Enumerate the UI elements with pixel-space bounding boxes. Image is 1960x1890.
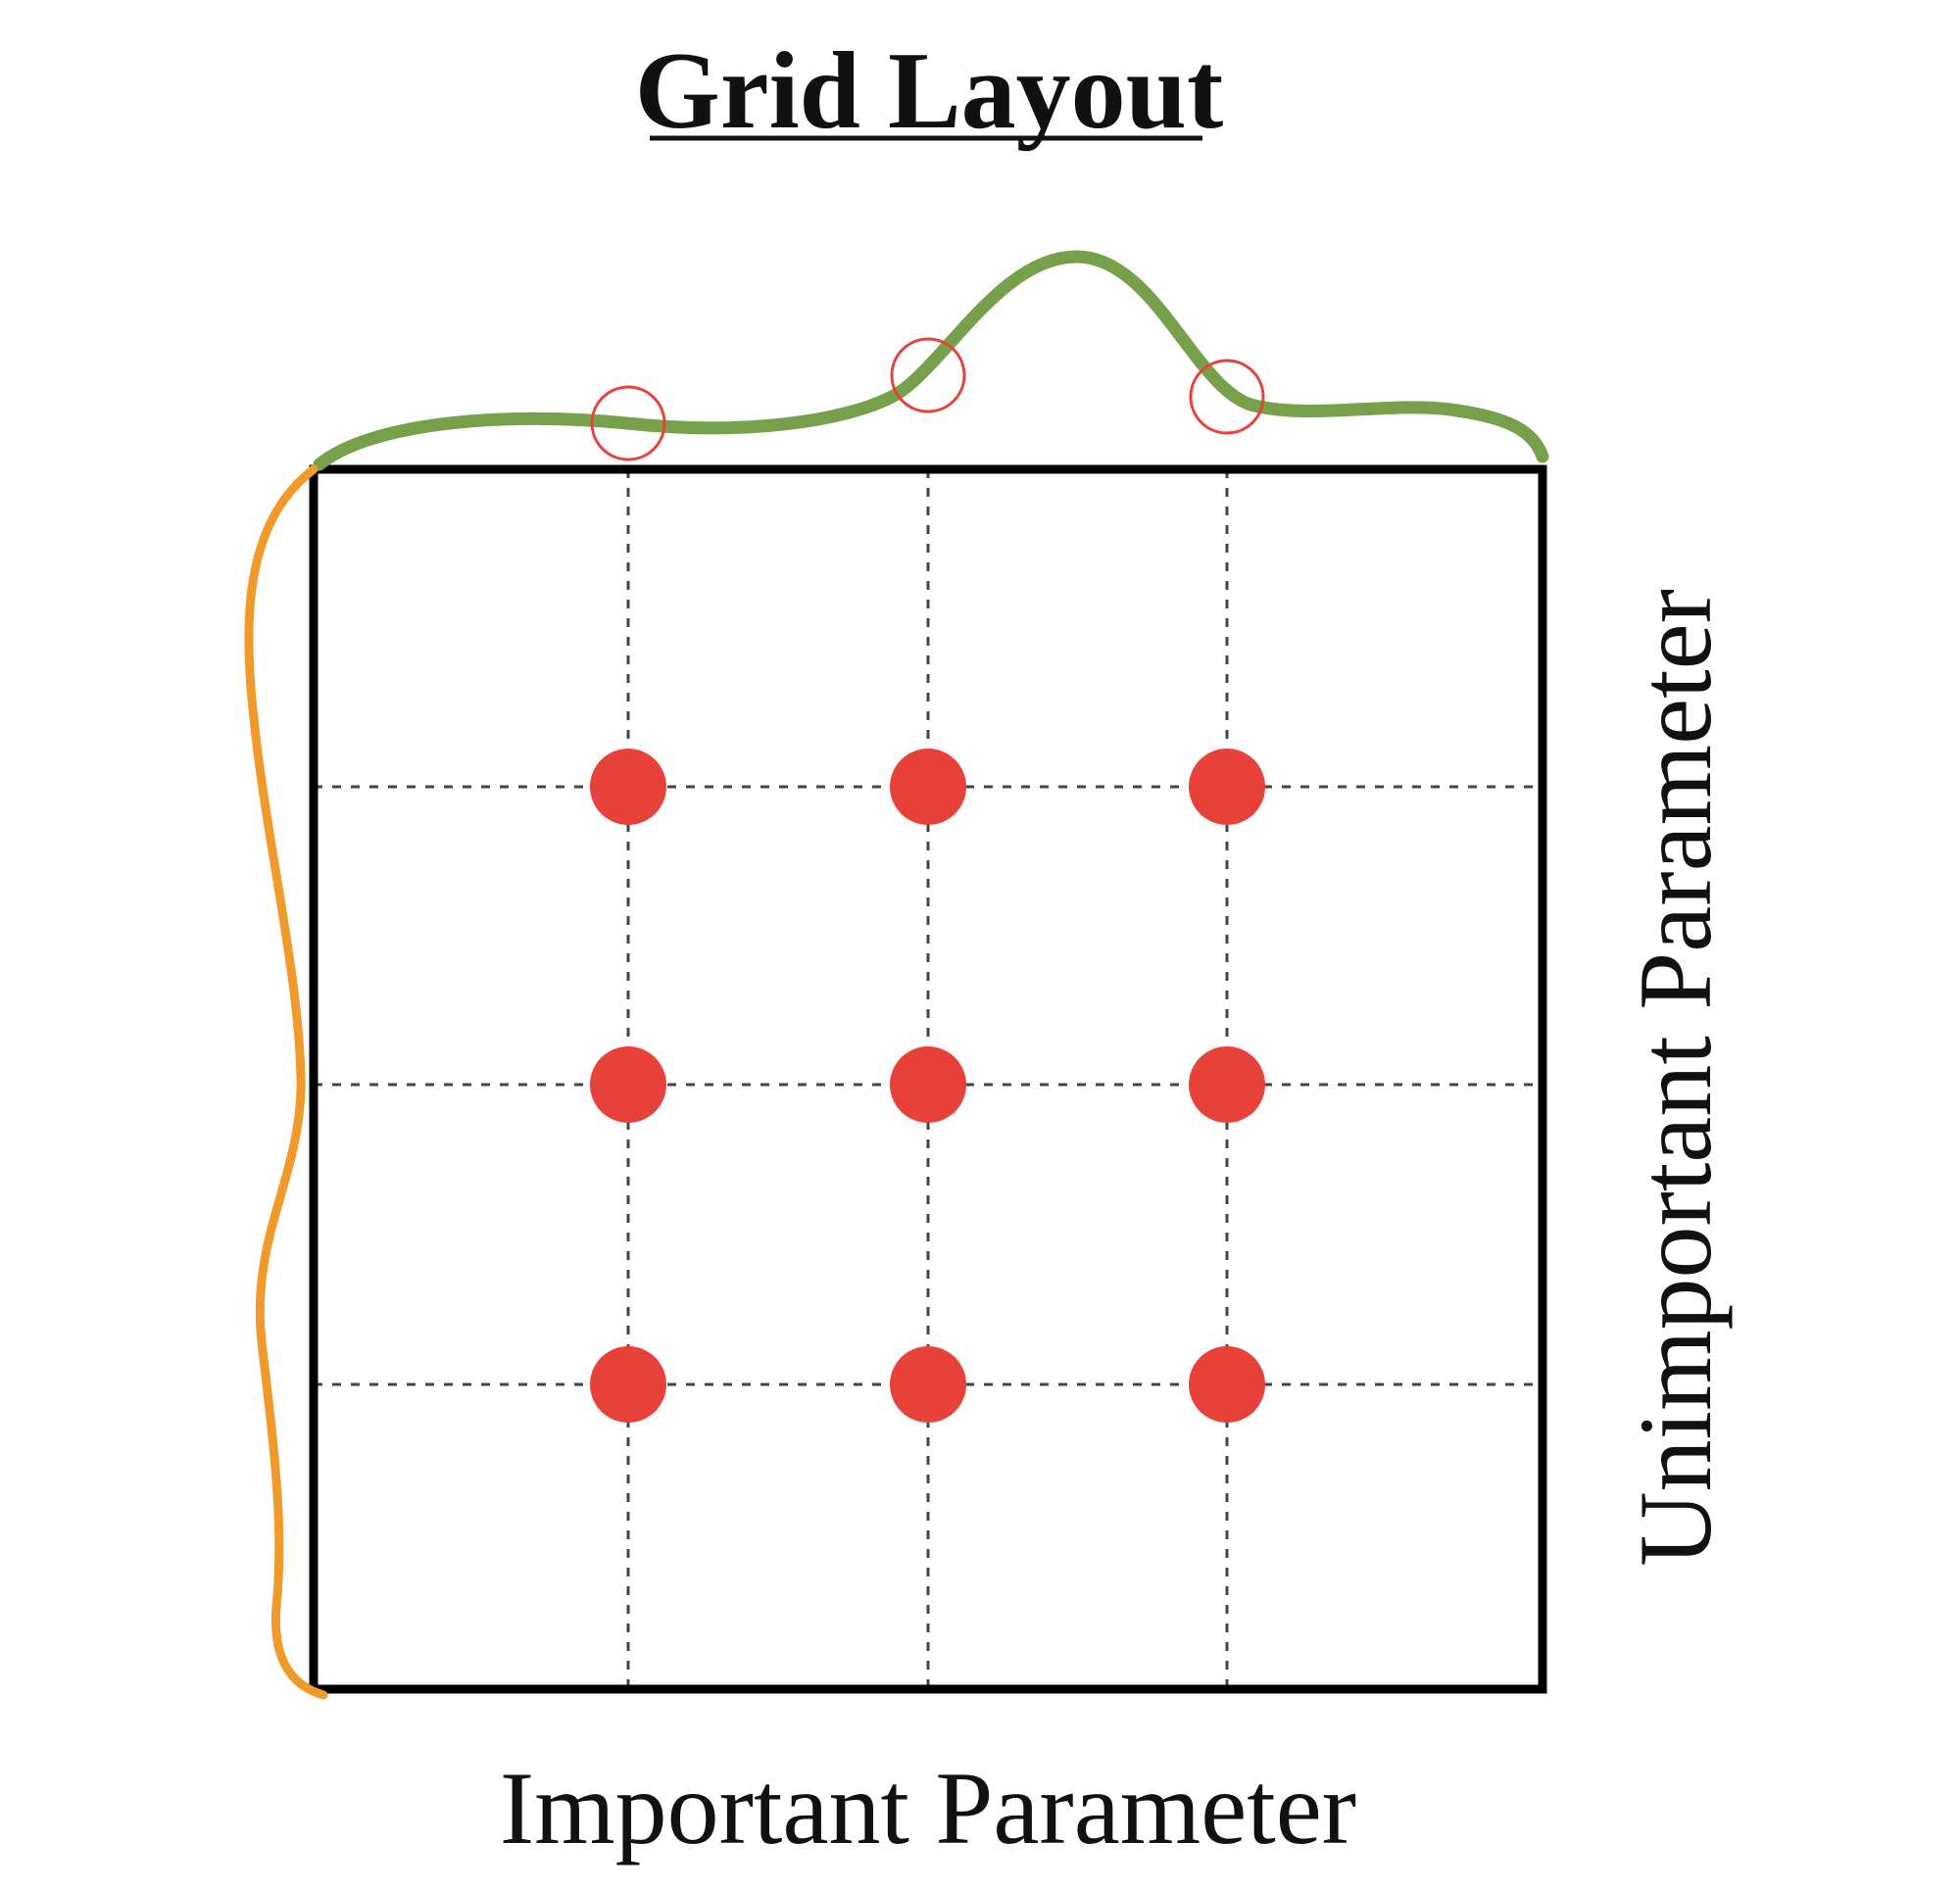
grid-sample-point <box>890 1046 966 1123</box>
grid-sample-point <box>890 749 966 825</box>
grid-sample-point <box>1189 749 1265 825</box>
grid-sample-point <box>590 1346 666 1423</box>
y-axis-label: Unimportant Parameter <box>1618 589 1733 1567</box>
diagram-title: Grid Layout <box>635 30 1224 152</box>
x-axis-label: Important Parameter <box>500 1751 1356 1866</box>
grid-sample-point <box>1189 1346 1265 1423</box>
grid-sample-point <box>590 749 666 825</box>
grid-sample-point <box>1189 1046 1265 1123</box>
important-parameter-function-curve <box>319 257 1543 464</box>
grid-sample-point <box>590 1046 666 1123</box>
grid-sample-point <box>890 1346 966 1423</box>
projection-markers <box>592 339 1263 460</box>
